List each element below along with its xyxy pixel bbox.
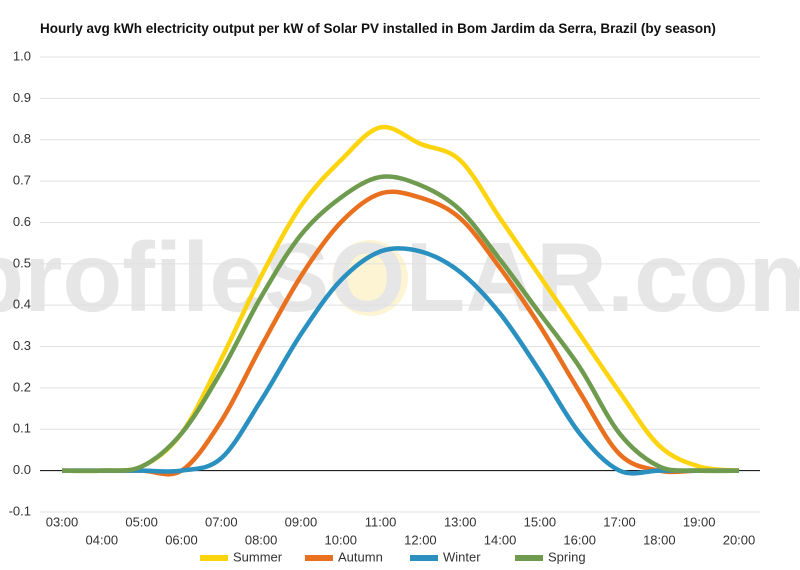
legend-swatch (305, 555, 333, 561)
x-tick-label: 11:00 (365, 514, 397, 529)
legend-label: Summer (233, 549, 283, 564)
y-tick-label: 0.9 (13, 90, 31, 105)
y-tick-label: 0.3 (13, 338, 31, 353)
chart-title: Hourly avg kWh electricity output per kW… (40, 21, 716, 36)
watermark: profileSOLAR.com (0, 222, 800, 332)
y-tick-label: 0.0 (13, 462, 31, 477)
legend-label: Spring (548, 549, 586, 564)
y-tick-label: 0.7 (13, 173, 31, 188)
x-tick-label: 20:00 (723, 532, 756, 547)
x-tick-label: 05:00 (125, 514, 158, 529)
legend-label: Winter (443, 549, 481, 564)
x-tick-label: 18:00 (643, 532, 676, 547)
x-tick-label: 10:00 (324, 532, 357, 547)
x-tick-label: 19:00 (683, 514, 716, 529)
x-tick-label: 07:00 (205, 514, 238, 529)
y-tick-label: 0.4 (13, 297, 31, 312)
x-tick-label: 14:00 (484, 532, 517, 547)
x-tick-label: 13:00 (444, 514, 477, 529)
legend-swatch (200, 555, 228, 561)
x-tick-label: 12:00 (404, 532, 437, 547)
series-line (61, 174, 740, 474)
x-tick-label: 03:00 (46, 514, 79, 529)
y-tick-label: 0.6 (13, 214, 31, 229)
y-tick-label: 0.1 (13, 421, 31, 436)
y-tick-label: 0.5 (13, 255, 31, 270)
legend-label: Autumn (338, 549, 383, 564)
x-tick-label: 06:00 (165, 532, 198, 547)
legend-swatch (515, 555, 543, 561)
y-tick-label: -0.1 (9, 503, 31, 518)
y-tick-label: 0.2 (13, 379, 31, 394)
x-tick-label: 15:00 (524, 514, 557, 529)
x-tick-label: 09:00 (285, 514, 318, 529)
y-tick-label: 0.8 (13, 131, 31, 146)
x-tick-label: 17:00 (603, 514, 636, 529)
y-tick-label: 1.0 (13, 48, 31, 63)
series-line (61, 246, 739, 476)
x-tick-label: 04:00 (86, 532, 119, 547)
watermark-sun (332, 240, 408, 316)
x-tick-label: 08:00 (245, 532, 278, 547)
x-tick-label: 16:00 (563, 532, 596, 547)
legend-swatch (410, 555, 438, 561)
